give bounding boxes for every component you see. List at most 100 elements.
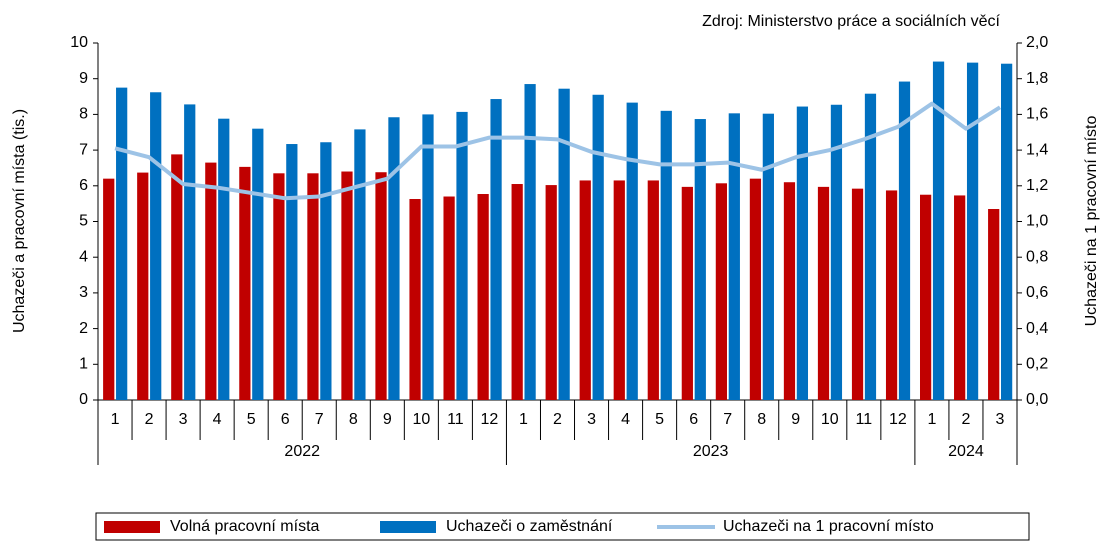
bar [116,87,128,400]
bar [988,209,1000,400]
x-tick-label: 5 [655,411,664,428]
group-label: 2022 [284,443,320,460]
bar [239,166,251,400]
y-tick-label: 1 [79,356,88,373]
bar [524,84,536,401]
x-tick-label: 12 [481,411,499,428]
x-tick-label: 9 [791,411,800,428]
x-tick-label: 11 [856,411,873,428]
bar [477,194,489,400]
bar [749,178,762,400]
x-tick-label: 1 [519,411,528,428]
bar [817,186,830,400]
y-tick-label: 0 [79,391,88,408]
bar [375,172,387,400]
bar [783,182,796,400]
bar [218,118,230,401]
bar [558,88,570,401]
x-tick-label: 3 [996,411,1005,428]
y-tick-label: 7 [79,141,88,158]
y-tick-label: 4 [79,248,88,265]
y2-tick-label: 0,6 [1026,284,1048,301]
y2-tick-label: 1,4 [1026,141,1048,158]
bar [205,162,217,400]
bar [919,194,932,400]
y-axis-title: Uchazeči a pracovní místa (tis.) [11,109,28,333]
bar [137,172,149,400]
group-label: 2023 [693,443,729,460]
bar [252,128,264,400]
bar [341,171,353,400]
bar [715,183,728,400]
y-tick-label: 10 [70,34,88,51]
legend-swatch [104,521,160,533]
x-tick-label: 2 [553,411,562,428]
bar [626,102,638,400]
bar [307,173,319,400]
bar [409,199,421,400]
bar [728,113,740,400]
bar [954,195,966,400]
bar [579,180,591,400]
bar [1001,63,1013,401]
x-tick-label: 10 [821,411,839,428]
source: Zdroj: Ministerstvo práce a sociálních v… [702,13,1000,30]
x-tick-label: 5 [247,411,256,428]
y-tick-label: 9 [79,70,88,87]
y2-tick-label: 1,6 [1026,106,1048,123]
x-tick-label: 3 [179,411,188,428]
x-tick-label: 3 [587,411,596,428]
bar [443,196,455,400]
bar [320,142,332,400]
x-tick-label: 9 [383,411,392,428]
line [114,101,1002,201]
bar [681,186,693,400]
bar [388,117,400,401]
bar [354,129,366,401]
bar [171,154,183,400]
bar [150,92,162,401]
legend-box [95,512,1030,541]
y-tick-label: 8 [79,106,88,123]
y-tick-label: 6 [79,177,88,194]
bar [456,111,468,400]
bar [103,178,115,400]
bar [864,93,877,400]
bar [885,190,898,400]
x-tick-label: 11 [447,411,464,428]
bar [511,184,523,400]
bar [694,119,706,400]
bar [490,99,502,400]
bar [184,104,196,401]
bar [966,62,979,400]
bar [851,188,864,400]
x-tick-label: 4 [213,411,222,428]
bar [422,114,434,401]
x-tick-label: 8 [349,411,358,428]
x-tick-label: 7 [315,411,324,428]
bar [592,94,604,400]
bar [898,81,911,400]
x-tick-label: 4 [621,411,630,428]
y-tick-label: 3 [79,284,88,301]
y2-tick-label: 2,0 [1026,34,1048,51]
y-tick-label: 2 [79,320,88,337]
y2-tick-label: 0,2 [1026,356,1048,373]
x-tick-label: 6 [281,411,290,428]
x-tick-label: 10 [412,411,430,428]
x-tick-label: 6 [689,411,698,428]
y2-tick-label: 0,8 [1026,248,1048,265]
x-tick-label: 2 [961,411,970,428]
bar [830,104,843,401]
bar [273,173,285,400]
bar [796,106,809,401]
y2-tick-label: 1,0 [1026,213,1048,230]
legend-label: Uchazeči o zaměstnání [446,518,613,535]
x-tick-label: 7 [723,411,732,428]
y2-tick-label: 1,8 [1026,70,1048,87]
legend-swatch [380,521,436,533]
bar [545,185,557,400]
legend-label: Uchazeči na 1 pracovní místo [723,518,934,535]
bar [613,180,625,400]
